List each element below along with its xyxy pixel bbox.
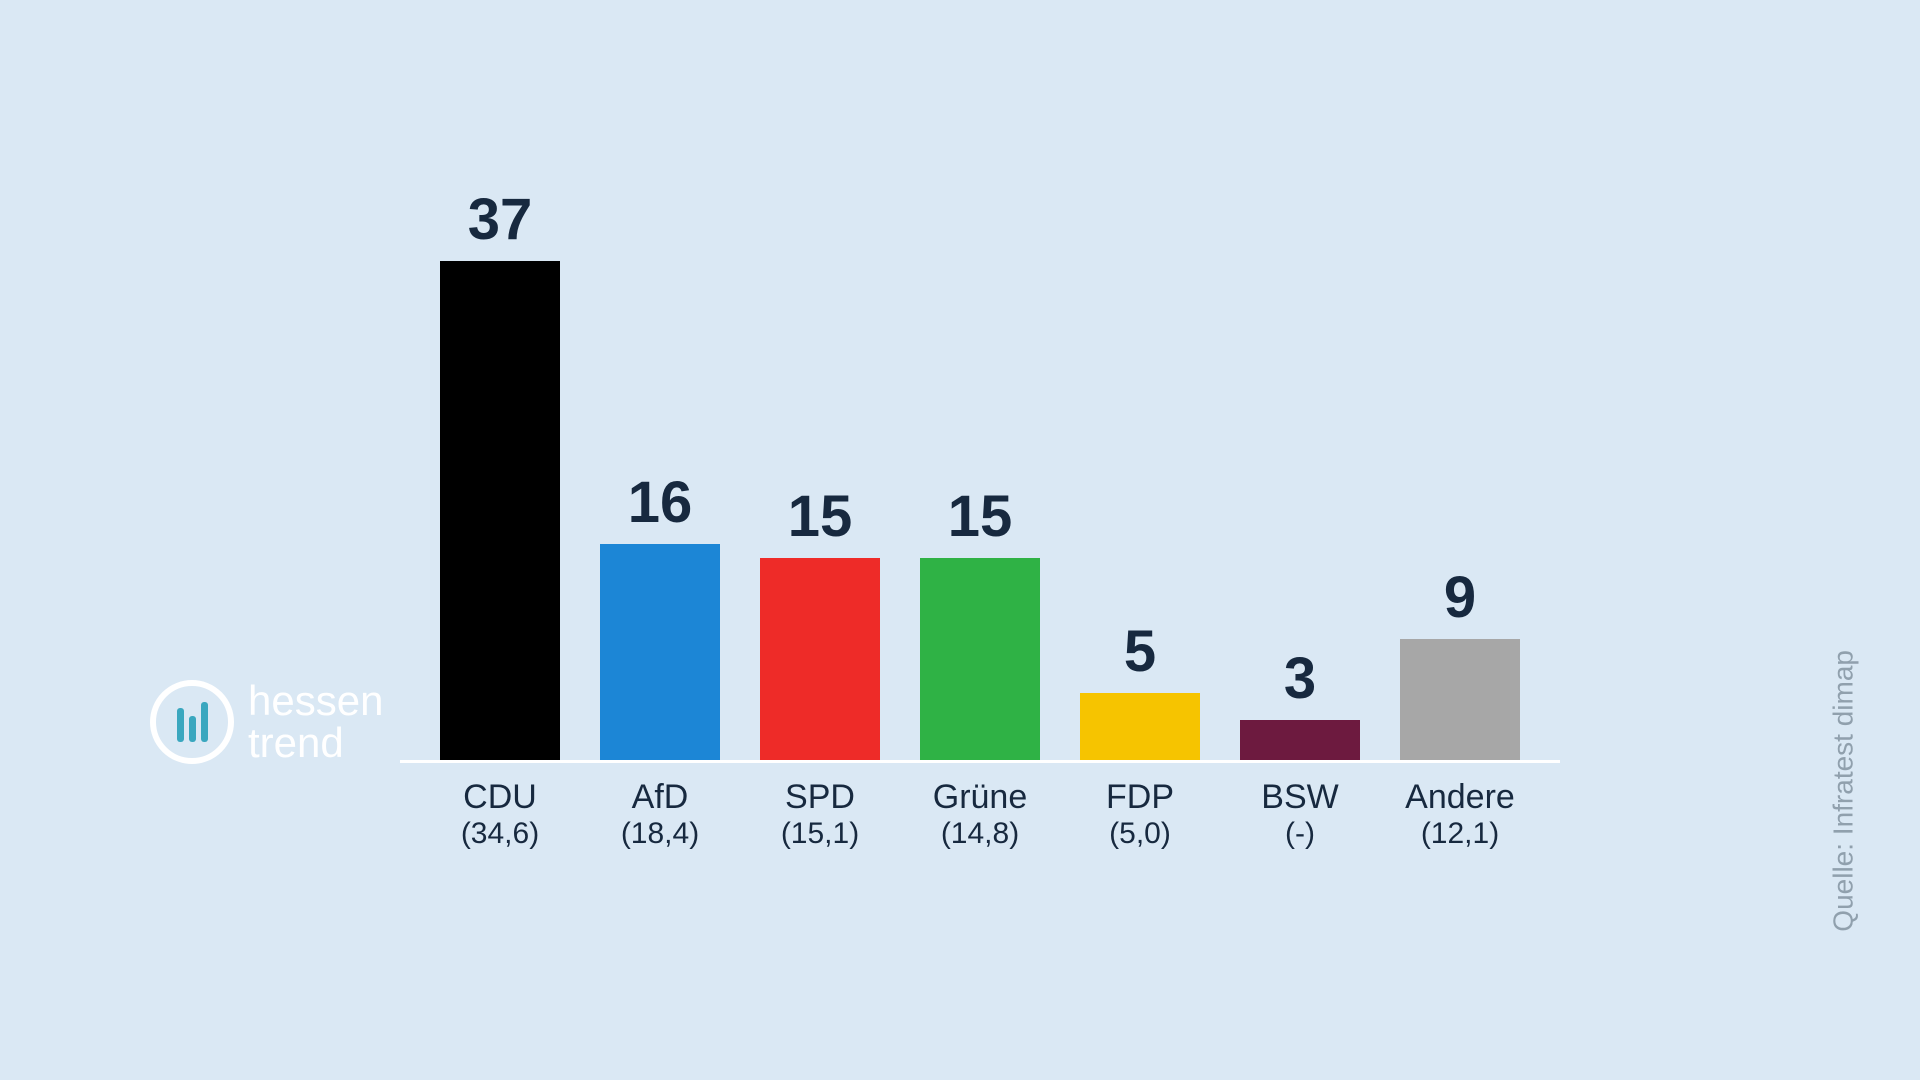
bar — [600, 544, 720, 760]
bar-group-spd: 15 — [760, 483, 880, 761]
label-group: SPD(15,1) — [760, 778, 880, 851]
bar-group-fdp: 5 — [1080, 618, 1200, 761]
x-axis-labels: CDU(34,6) AfD(18,4) SPD(15,1) Grüne(14,8) FD… — [440, 778, 1520, 851]
bar-value: 37 — [468, 186, 533, 253]
bar-value: 9 — [1444, 564, 1476, 631]
logo-bar-3 — [201, 702, 208, 742]
logo-bar-1 — [177, 708, 184, 742]
label-group: BSW(-) — [1240, 778, 1360, 851]
party-previous-value: (-) — [1240, 817, 1360, 851]
bar — [1080, 693, 1200, 761]
party-name: Andere — [1400, 778, 1520, 817]
bar — [1400, 639, 1520, 761]
bar-group-afd: 16 — [600, 469, 720, 760]
party-previous-value: (5,0) — [1080, 817, 1200, 851]
bar — [1240, 720, 1360, 761]
party-name: FDP — [1080, 778, 1200, 817]
party-previous-value: (18,4) — [600, 817, 720, 851]
bar-value: 3 — [1284, 645, 1316, 712]
hessen-trend-logo: hessen trend — [150, 680, 383, 764]
party-previous-value: (15,1) — [760, 817, 880, 851]
chart-canvas: hessen trend 37 16 15 15 5 3 9 CDU(34,6) AfD(18… — [0, 0, 1920, 1080]
party-previous-value: (12,1) — [1400, 817, 1520, 851]
bar — [920, 558, 1040, 761]
logo-bars-icon — [177, 702, 208, 742]
bar-value: 15 — [788, 483, 853, 550]
logo-bar-2 — [189, 716, 196, 742]
chart-baseline — [400, 760, 1560, 763]
logo-text-line1: hessen — [248, 680, 383, 722]
logo-circle — [150, 680, 234, 764]
party-previous-value: (34,6) — [440, 817, 560, 851]
bar-group-andere: 9 — [1400, 564, 1520, 761]
bar-group-grüne: 15 — [920, 483, 1040, 761]
bar-chart: 37 16 15 15 5 3 9 — [440, 0, 1520, 760]
bar-group-bsw: 3 — [1240, 645, 1360, 761]
bar — [440, 261, 560, 761]
bar-value: 16 — [628, 469, 693, 536]
logo-text: hessen trend — [248, 680, 383, 764]
party-name: SPD — [760, 778, 880, 817]
bar-group-cdu: 37 — [440, 186, 560, 761]
logo-text-line2: trend — [248, 722, 383, 764]
party-previous-value: (14,8) — [920, 817, 1040, 851]
bar-value: 5 — [1124, 618, 1156, 685]
party-name: BSW — [1240, 778, 1360, 817]
label-group: AfD(18,4) — [600, 778, 720, 851]
label-group: CDU(34,6) — [440, 778, 560, 851]
label-group: Grüne(14,8) — [920, 778, 1040, 851]
party-name: AfD — [600, 778, 720, 817]
bar-value: 15 — [948, 483, 1013, 550]
label-group: FDP(5,0) — [1080, 778, 1200, 851]
party-name: CDU — [440, 778, 560, 817]
source-credit: Quelle: Infratest dimap — [1828, 650, 1860, 932]
label-group: Andere(12,1) — [1400, 778, 1520, 851]
bar — [760, 558, 880, 761]
party-name: Grüne — [920, 778, 1040, 817]
